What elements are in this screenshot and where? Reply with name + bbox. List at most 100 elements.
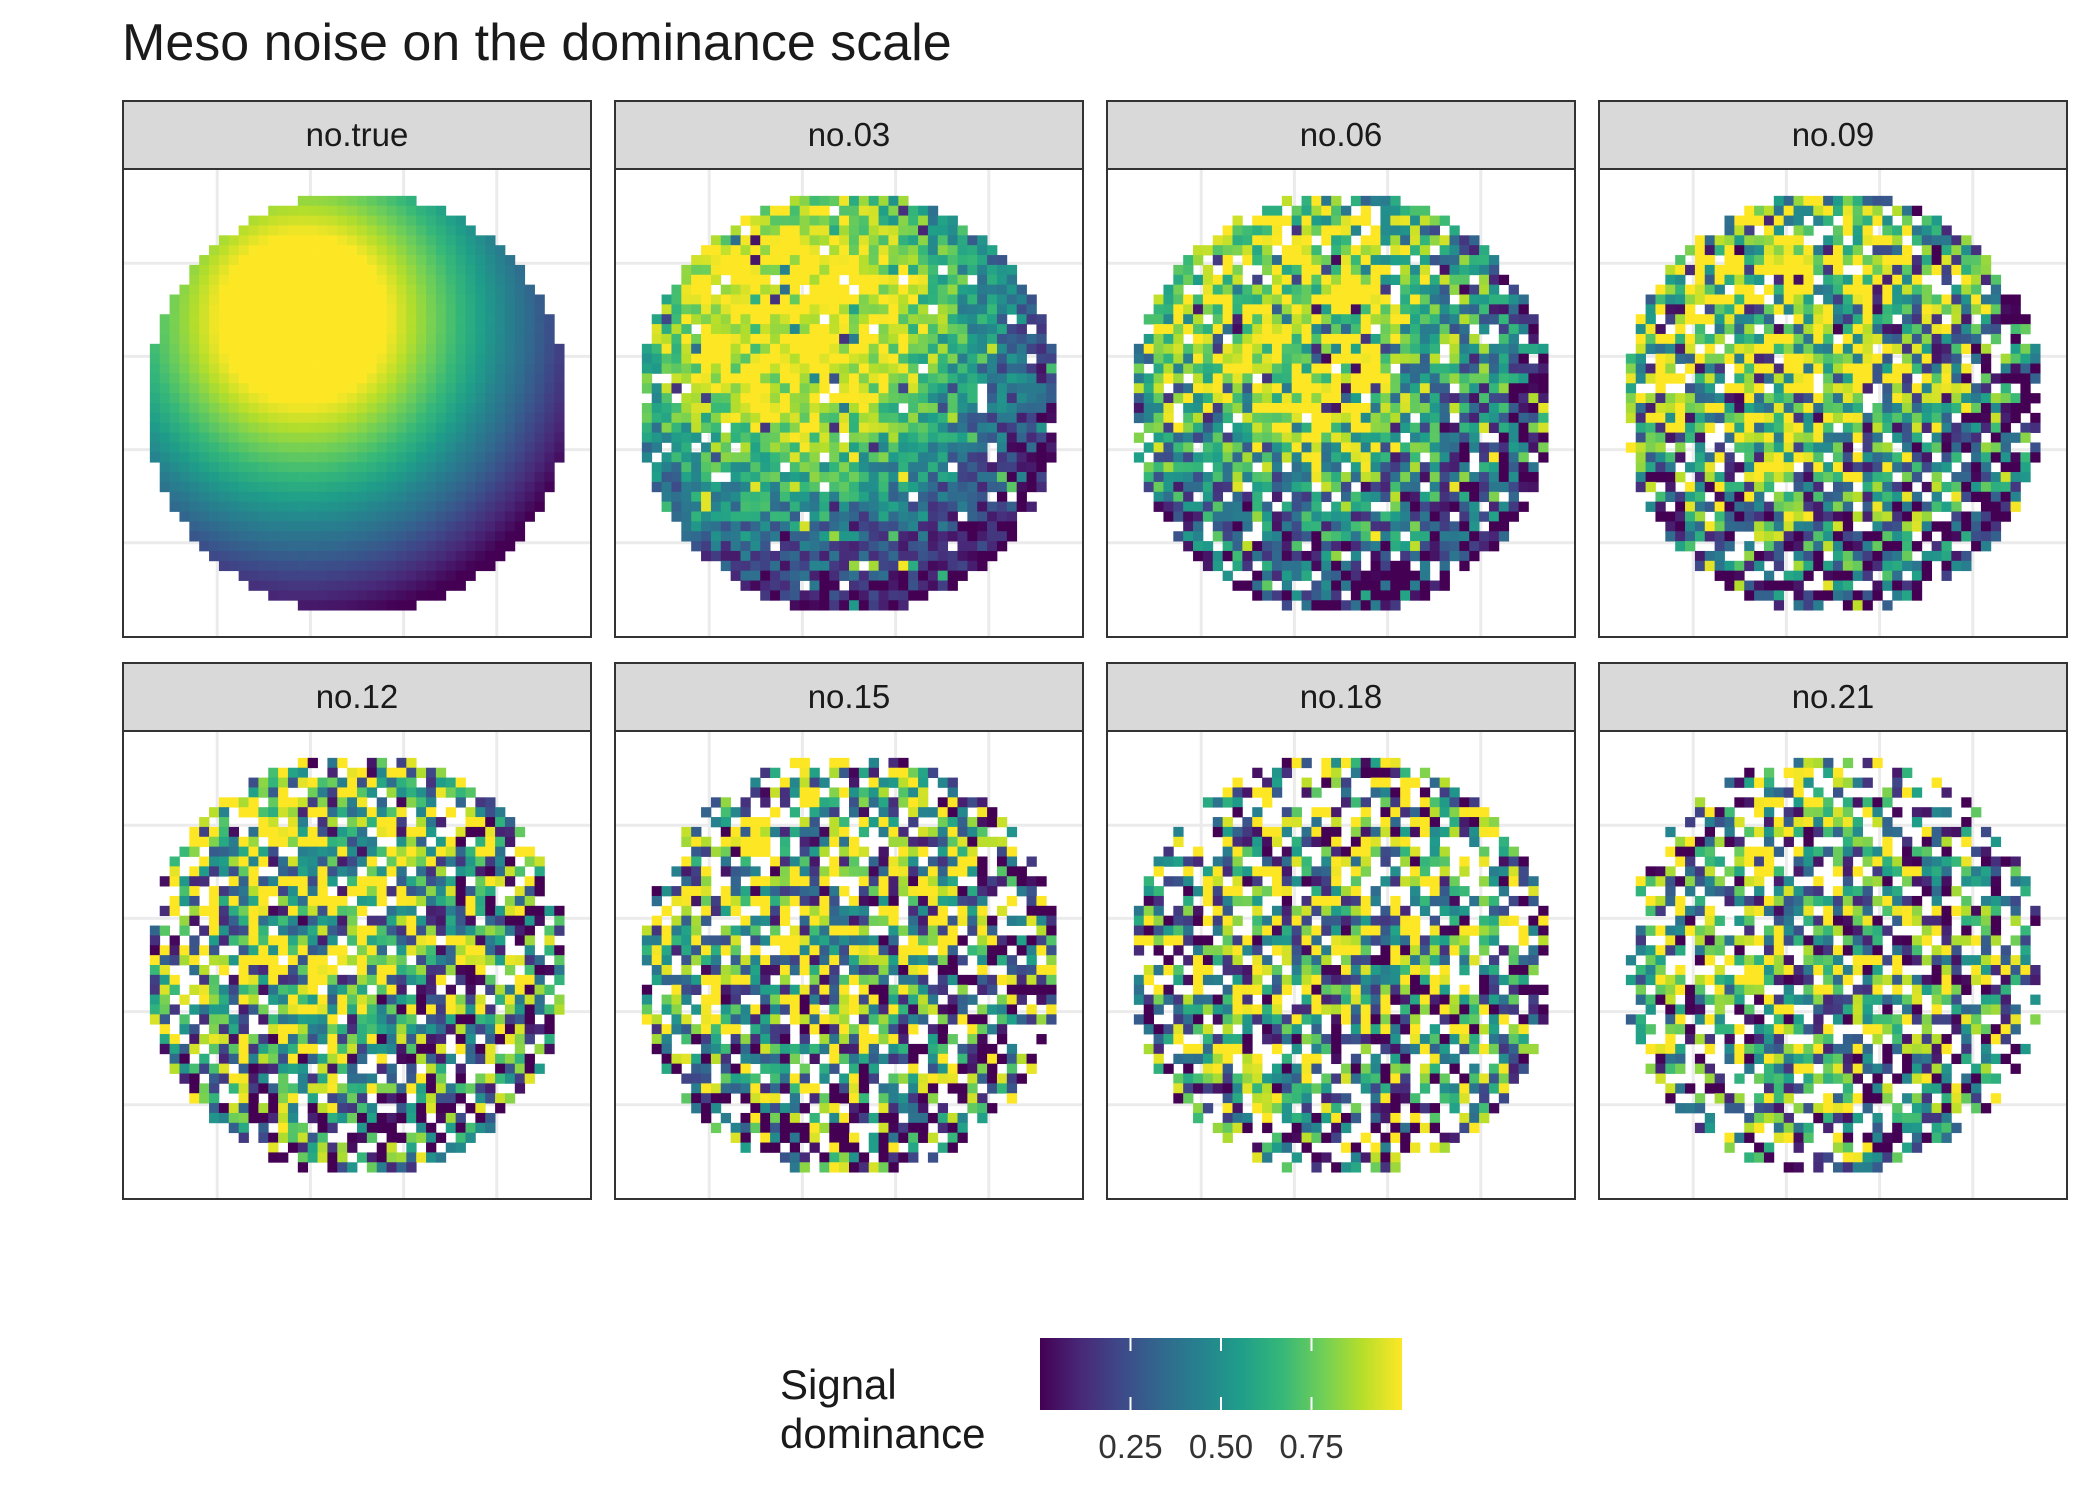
heatmap-cell (1990, 442, 2002, 453)
heatmap-cell (1783, 442, 1794, 453)
heatmap-cell (1341, 511, 1352, 522)
heatmap-cell (1026, 452, 1037, 463)
heatmap-cell (1222, 353, 1233, 364)
heatmap-cell (1193, 294, 1204, 305)
heatmap-cell (1951, 255, 1962, 266)
heatmap-cell (337, 225, 348, 236)
heatmap-cell (809, 225, 820, 236)
heatmap-cell (179, 501, 190, 512)
heatmap-cells (641, 195, 1057, 611)
heatmap-cell (1321, 195, 1332, 207)
heatmap-cell (1410, 353, 1421, 364)
heatmap-cell (1016, 353, 1027, 364)
heatmap-cell (1016, 432, 1027, 443)
heatmap-cell (1694, 363, 1706, 374)
heatmap-cell (1734, 393, 1745, 404)
heatmap-cell (1390, 560, 1401, 572)
heatmap-cell (475, 550, 486, 562)
heatmap-cell (789, 343, 801, 355)
heatmap-cell (779, 235, 791, 246)
heatmap-cell (789, 600, 801, 611)
heatmap-cell (179, 343, 190, 355)
heatmap-cell (357, 491, 368, 503)
heatmap-cell (858, 481, 870, 493)
heatmap-cell (209, 491, 220, 503)
heatmap-cell (789, 462, 801, 473)
heatmap-cell (1872, 403, 1883, 414)
heatmap-cell (1350, 215, 1362, 226)
heatmap-cell (337, 264, 348, 276)
heatmap-cell (1341, 255, 1352, 266)
heatmap-cell (1222, 284, 1233, 295)
heatmap-cell (1675, 324, 1686, 335)
heatmap-cell (829, 511, 840, 522)
heatmap-cell (1331, 472, 1342, 483)
heatmap-cell (297, 343, 309, 355)
heatmap-cell (1941, 255, 1952, 266)
heatmap-cell (1911, 205, 1923, 216)
heatmap-cell (799, 590, 810, 601)
heatmap-cell (268, 422, 279, 433)
heatmap-cell (445, 284, 457, 295)
heatmap-cell (868, 245, 879, 256)
heatmap-cell (849, 383, 860, 394)
heatmap-cell (1360, 600, 1371, 611)
heatmap-cell (1193, 541, 1204, 552)
heatmap-cell (918, 560, 929, 572)
heatmap-cell (770, 511, 781, 522)
heatmap-cell (720, 541, 732, 552)
heatmap-cell (789, 373, 801, 384)
heatmap-cell (1262, 205, 1273, 216)
heatmap-cell (1390, 422, 1401, 433)
heatmap-cell (1635, 452, 1646, 463)
heatmap-cell (278, 264, 289, 276)
heatmap-cell (829, 481, 840, 493)
heatmap-cell (1852, 205, 1863, 216)
heatmap-cell (1321, 541, 1332, 552)
heatmap-cell (927, 511, 939, 522)
heatmap-cell (1980, 383, 1992, 394)
heatmap-cell (248, 284, 259, 295)
heatmap-cell (1763, 353, 1775, 364)
heatmap-cell (258, 264, 269, 276)
heatmap-cell (495, 481, 506, 493)
heatmap-cell (789, 550, 801, 562)
heatmap-cell (416, 560, 427, 572)
heatmap-cell (268, 472, 279, 483)
heatmap-cell (357, 205, 368, 216)
heatmap-cell (829, 531, 840, 542)
heatmap-cell (1281, 324, 1293, 335)
heatmap-cell (1675, 442, 1686, 453)
heatmap-cell (849, 501, 860, 512)
heatmap-cell (1518, 481, 1529, 493)
heatmap-cell (1479, 481, 1490, 493)
heatmap-cell (1390, 343, 1401, 355)
heatmap-cell (366, 205, 378, 216)
heatmap-cell (386, 294, 397, 305)
heatmap-cell (386, 403, 397, 414)
heatmap-cell (868, 274, 879, 286)
heatmap-cell (1321, 432, 1332, 443)
heatmap-cell (1183, 442, 1194, 453)
heatmap-cell (406, 225, 417, 236)
heatmap-cell (357, 324, 368, 335)
heatmap-cell (947, 333, 958, 345)
heatmap-cell (927, 324, 939, 335)
heatmap-cell (1459, 333, 1470, 345)
heatmap-cell (475, 442, 486, 453)
heatmap-cell (888, 560, 899, 572)
heatmap-cell (544, 314, 555, 325)
heatmap-cell (337, 373, 348, 384)
heatmap-cell (888, 570, 899, 581)
heatmap-cell (977, 333, 988, 345)
heatmap-cell (730, 264, 741, 276)
heatmap-cell (681, 432, 692, 443)
heatmap-cell (199, 521, 210, 532)
heatmap-cell (839, 442, 850, 453)
heatmap-cell (1921, 442, 1933, 453)
heatmap-cell (376, 264, 387, 276)
heatmap-cell (1704, 363, 1716, 374)
heatmap-cell (947, 472, 958, 483)
heatmap-cell (1242, 560, 1253, 572)
heatmap-cell (1252, 412, 1263, 424)
